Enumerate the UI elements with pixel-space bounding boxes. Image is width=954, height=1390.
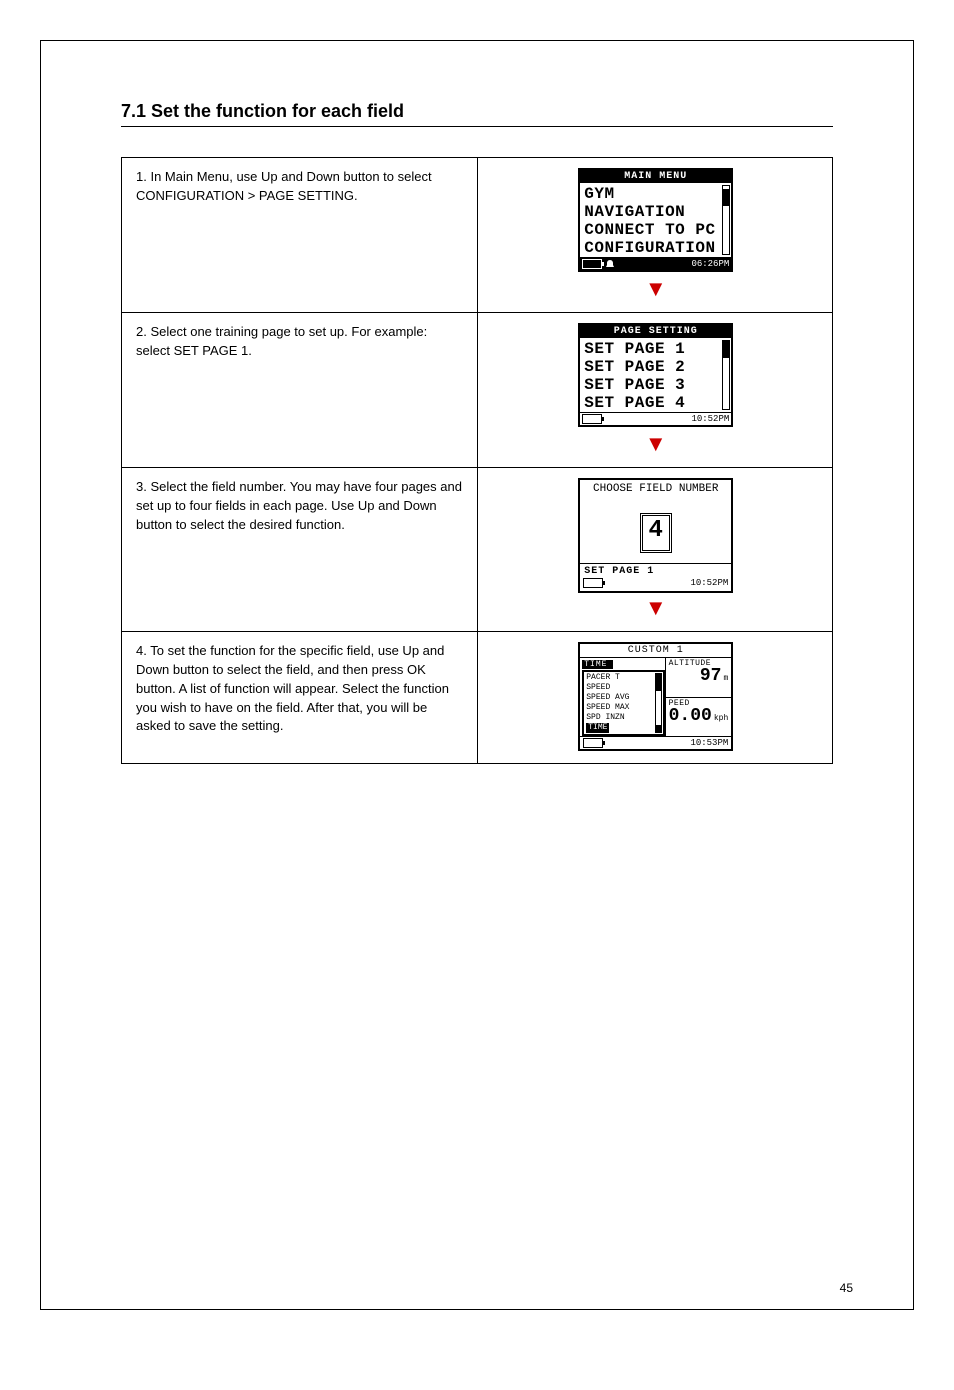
step-number: 3.: [136, 479, 147, 494]
clock: 10:53PM: [690, 738, 728, 748]
lcd-screen: PAGE SETTING SET PAGE 1SET PAGE 2SET PAG…: [578, 323, 733, 427]
menu-item[interactable]: GYM: [584, 185, 727, 203]
step-screen-cell: MAIN MENU GYMNAVIGATIONCONNECT TO PCCONF…: [477, 158, 833, 313]
battery-icon: [582, 259, 602, 269]
function-popup: PACER TSPEEDSPEED AVGSPEED MAXSPD INZNTI…: [582, 670, 664, 736]
step-text-cell: 4. To set the function for the specific …: [122, 632, 478, 764]
status-bar: 10:53PM: [580, 737, 731, 749]
status-bar: 10:52PM: [580, 412, 731, 425]
lcd-screen: MAIN MENU GYMNAVIGATIONCONNECT TO PCCONF…: [578, 168, 733, 272]
field-label-time: TIME: [582, 660, 613, 669]
step-number: 2.: [136, 324, 147, 339]
section-title: 7.1 Set the function for each field: [121, 101, 833, 127]
step-text: To set the function for the specific fie…: [136, 643, 449, 733]
menu-item[interactable]: CONNECT TO PC: [584, 221, 727, 239]
menu-item[interactable]: SET PAGE 2: [584, 358, 727, 376]
menu-item-selected[interactable]: SET PAGE 1: [584, 340, 685, 358]
step-screen-cell: CUSTOM 1 TIME PACER TSPEEDSPEED AVGSPEED…: [477, 632, 833, 764]
popup-scrollbar[interactable]: [655, 673, 662, 733]
field-number-box[interactable]: 4: [640, 513, 672, 553]
choose-title: CHOOSE FIELD NUMBER: [580, 480, 731, 495]
popup-item[interactable]: PACER T: [586, 673, 660, 683]
clock: 10:52PM: [691, 414, 729, 424]
arrow-down-icon: ▼: [492, 597, 821, 619]
step-screen-cell: PAGE SETTING SET PAGE 1SET PAGE 2SET PAG…: [477, 313, 833, 468]
arrow-down-icon: ▼: [492, 433, 821, 455]
battery-icon: [583, 738, 603, 748]
step-text: Select the field number. You may have fo…: [136, 479, 462, 532]
step-text: In Main Menu, use Up and Down button to …: [136, 169, 432, 203]
lcd-screen: CHOOSE FIELD NUMBER 4 SET PAGE 1 10:52PM: [578, 478, 733, 593]
step-number: 4.: [136, 643, 147, 658]
popup-item[interactable]: SPEED: [586, 683, 660, 693]
step-text-cell: 1. In Main Menu, use Up and Down button …: [122, 158, 478, 313]
steps-table: 1. In Main Menu, use Up and Down button …: [121, 157, 833, 764]
arrow-down-icon: ▼: [492, 278, 821, 300]
menu-item[interactable]: SET PAGE 4: [584, 394, 727, 412]
popup-item[interactable]: SPEED AVG: [586, 693, 660, 703]
altitude-value: 97m: [669, 668, 729, 687]
step-number: 1.: [136, 169, 147, 184]
step-screen-cell: CHOOSE FIELD NUMBER 4 SET PAGE 1 10:52PM…: [477, 468, 833, 632]
battery-icon: [583, 578, 603, 588]
scrollbar[interactable]: [722, 185, 730, 255]
status-bar: 06:26PM: [580, 257, 731, 270]
step-text-cell: 2. Select one training page to set up. F…: [122, 313, 478, 468]
menu-item[interactable]: NAVIGATION: [584, 203, 727, 221]
step-text: Select one training page to set up. For …: [136, 324, 427, 358]
scrollbar[interactable]: [722, 340, 730, 410]
status-bar: 10:52PM: [580, 577, 731, 589]
popup-item[interactable]: SPEED MAX: [586, 703, 660, 713]
lcd-header: MAIN MENU: [580, 170, 731, 183]
popup-item[interactable]: SPD INZN: [586, 713, 660, 723]
menu-item-selected[interactable]: CONFIGURATION: [584, 239, 715, 257]
clock: 06:26PM: [691, 259, 729, 269]
popup-item-selected[interactable]: TIME: [586, 723, 609, 733]
menu-item[interactable]: SET PAGE 3: [584, 376, 727, 394]
lcd-header: PAGE SETTING: [580, 325, 731, 338]
set-page-label: SET PAGE 1: [580, 563, 731, 577]
page-number: 45: [840, 1281, 853, 1295]
clock: 10:52PM: [690, 578, 728, 588]
battery-icon: [582, 414, 602, 424]
lcd-screen: CUSTOM 1 TIME PACER TSPEEDSPEED AVGSPEED…: [578, 642, 733, 751]
bell-icon: [605, 259, 615, 269]
custom-header: CUSTOM 1: [580, 644, 731, 658]
speed-value: 0.00kph: [669, 708, 729, 727]
step-text-cell: 3. Select the field number. You may have…: [122, 468, 478, 632]
